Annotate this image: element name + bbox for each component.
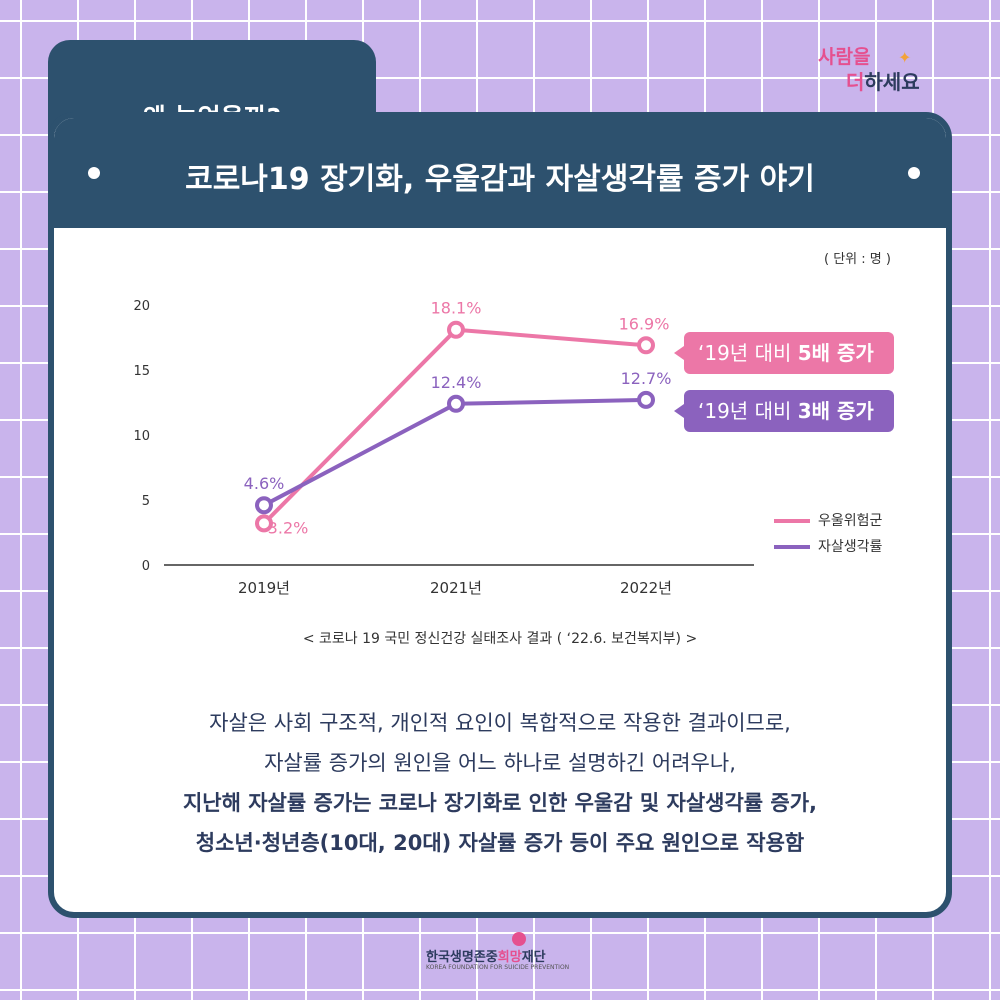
x-tick-label: 2021년: [430, 579, 482, 597]
y-tick-label: 10: [133, 429, 150, 444]
callout-depression: ‘19년 대비 5배 증가: [674, 332, 894, 374]
campaign-logo: 사람을 ✦ 더하세요: [818, 42, 958, 94]
data-point: [637, 390, 655, 409]
body-line-1: 자살은 사회 구조적, 개인적 요인이 복합적으로 작용한 결과이므로,: [209, 711, 791, 735]
footer-logo: 한국생명존중희망재단 KOREA FOUNDATION FOR SUICIDE …: [426, 932, 576, 976]
data-point: [447, 394, 465, 413]
legend-item-depression: 우울위험군: [774, 510, 882, 530]
y-tick-label: 15: [133, 364, 150, 379]
line-chart: 0 5 10 15 20 2019년 2021년 2022년 3.2% 18.1% 16.9% 4.6…: [133, 299, 754, 597]
data-point: [255, 496, 273, 515]
data-point: [637, 336, 655, 355]
x-tick-label: 2019년: [238, 579, 290, 597]
data-label: 3.2%: [268, 518, 309, 537]
unit-label: ( 단위 : 명 ): [824, 252, 891, 267]
y-tick-label: 5: [142, 494, 150, 509]
x-tick-label: 2022년: [620, 579, 672, 597]
data-label: 12.4%: [431, 373, 482, 392]
card-title: 코로나19 장기화, 우울감과 자살생각률 증가 야기: [185, 162, 815, 197]
bullet-dot-right: [908, 167, 920, 179]
legend-item-suicidal: 자살생각률: [774, 536, 882, 556]
data-point: [255, 514, 273, 533]
bullet-dot-left: [88, 167, 100, 179]
y-tick-label: 0: [142, 559, 150, 574]
foundation-name: 한국생명존중희망재단: [426, 950, 546, 965]
series-line-1: [262, 327, 647, 525]
sparkle-icon: ✦: [898, 48, 912, 67]
foundation-subtitle: KOREA FOUNDATION FOR SUICIDE PREVENTION: [426, 964, 570, 971]
logo-top-text: 사람을: [818, 46, 871, 68]
logo-bottom-text: 더하세요: [846, 70, 920, 94]
body-line-2: 자살률 증가의 원인을 어느 하나로 설명하긴 어려우나,: [264, 751, 736, 775]
data-label: 18.1%: [431, 299, 482, 318]
data-point: [447, 320, 465, 339]
data-label: 12.7%: [621, 369, 672, 388]
y-tick-label: 20: [133, 299, 150, 314]
series-line-2: [263, 397, 647, 507]
content-card: 코로나19 장기화, 우울감과 자살생각률 증가 야기 ( 단위 : 명 ) 0…: [48, 112, 952, 918]
data-label: 16.9%: [619, 314, 670, 333]
legend-swatch-purple: [774, 545, 810, 549]
foundation-logo-icon: [512, 932, 526, 946]
card-header: 코로나19 장기화, 우울감과 자살생각률 증가 야기: [54, 118, 946, 228]
body-line-3: 지난해 자살률 증가는 코로나 장기화로 인한 우울감 및 자살생각률 증가,: [182, 791, 818, 815]
source-note: < 코로나 19 국민 정신건강 실태조사 결과 ( ‘22.6. 보건복지부)…: [302, 631, 698, 647]
body-line-4: 청소년·청년층(10대, 20대) 자살률 증가 등이 주요 원인으로 작용함: [195, 831, 805, 855]
body-text: 자살은 사회 구조적, 개인적 요인이 복합적으로 작용한 결과이므로, 자살률…: [54, 703, 946, 863]
legend-swatch-pink: [774, 519, 810, 523]
callout-suicidal-ideation: ‘19년 대비 3배 증가: [674, 390, 894, 432]
data-label: 4.6%: [244, 474, 285, 493]
